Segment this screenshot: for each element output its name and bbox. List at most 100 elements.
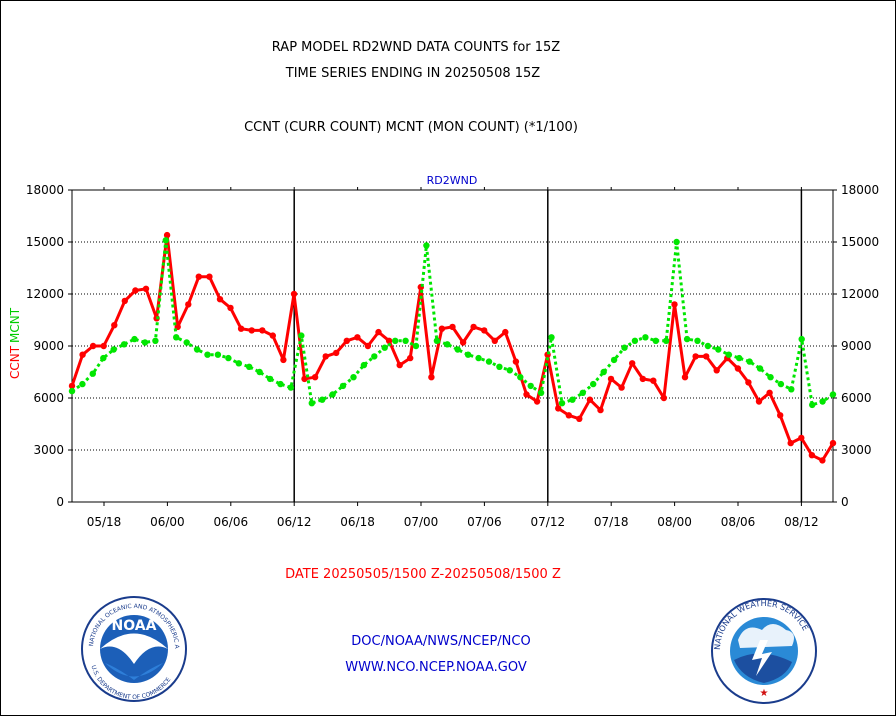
data-point-ccnt [660,394,668,402]
data-point-ccnt [745,379,752,386]
data-point-ccnt [364,342,372,350]
data-point-ccnt [681,374,689,381]
data-point-ccnt [766,389,773,396]
data-point-ccnt [354,334,361,341]
data-point-ccnt [703,353,710,360]
data-point-mcnt [423,242,430,249]
data-point-ccnt [290,290,298,298]
y-tick-label-right: 6000 [841,391,872,405]
chart-description: CCNT (CURR COUNT) MCNT (MON COUNT) (*1/1… [244,120,578,135]
data-point-ccnt [650,377,657,384]
data-point-ccnt [132,287,139,294]
data-point-mcnt [631,337,639,344]
data-point-ccnt [216,296,224,303]
y-tick-label-right: 15000 [841,235,879,249]
data-point-ccnt [311,374,319,381]
data-point-ccnt [533,398,541,405]
data-point-mcnt [360,361,368,369]
data-point-mcnt [256,368,263,376]
data-point-ccnt [163,231,171,239]
data-point-mcnt [152,337,159,344]
data-point-mcnt [402,337,409,344]
data-point-mcnt [339,382,347,390]
data-point-ccnt [301,375,308,383]
data-point-mcnt [433,337,441,344]
data-point-mcnt [537,389,545,396]
data-point-ccnt [227,304,234,312]
y-tick-label-left: 0 [56,495,64,509]
y-axis-right: 0 3000 6000 9000 12000 15000 18000 [833,183,879,509]
y-tick-label-right: 9000 [841,339,872,353]
data-point-mcnt [569,396,576,403]
data-point-mcnt [829,391,837,398]
data-point-ccnt [375,328,382,336]
data-point-ccnt [322,353,329,360]
x-tick-label: 08/12 [784,515,819,529]
nws-star-icon: ★ [760,688,769,699]
data-point-ccnt [829,439,837,447]
data-point-ccnt [586,396,594,403]
data-point-mcnt [809,401,816,409]
data-point-mcnt [683,335,691,343]
data-point-mcnt [100,354,107,362]
data-point-mcnt [173,334,180,341]
chart-title: RAP MODEL RD2WND DATA COUNTS for 15Z [272,40,561,55]
x-tick-label: 06/12 [277,515,312,529]
data-point-ccnt [121,297,128,305]
data-point-mcnt [319,396,326,403]
data-point-mcnt [350,374,357,381]
y-tick-label-left: 15000 [26,235,64,249]
y-tick-label-left: 12000 [26,287,64,301]
x-tick-label: 07/18 [594,515,629,529]
data-point-ccnt [79,351,86,358]
data-point-mcnt [527,382,534,390]
gridlines [72,241,833,451]
y-tick-label-right: 12000 [841,287,879,301]
data-point-ccnt [597,406,604,414]
data-point-mcnt [246,363,253,370]
data-point-mcnt [162,237,169,244]
data-point-ccnt [407,354,414,362]
ylabel-mcnt: MCNT [8,307,22,343]
data-point-mcnt [214,351,222,358]
y-axis-left: 0 3000 6000 9000 12000 15000 18000 [26,183,72,509]
data-point-ccnt [671,301,678,308]
data-point-mcnt [736,354,743,362]
data-point-ccnt [607,375,615,383]
data-point-mcnt [79,380,86,388]
data-point-mcnt [798,335,805,343]
data-point-ccnt [512,358,520,365]
data-point-mcnt [464,351,472,358]
x-tick-label: 08/06 [721,515,756,529]
data-point-mcnt [381,344,388,351]
data-point-ccnt [185,301,192,308]
x-tick-label: 06/18 [340,515,375,529]
data-point-ccnt [787,439,794,447]
data-point-mcnt [704,342,712,350]
data-point-mcnt [89,370,97,377]
data-point-mcnt [412,342,420,350]
data-point-ccnt [555,405,562,412]
data-point-mcnt [777,380,785,388]
data-point-ccnt [269,332,276,339]
data-point-ccnt [333,349,340,357]
data-point-ccnt [438,325,446,332]
data-point-mcnt [235,360,242,367]
data-point-mcnt [475,354,482,362]
data-point-ccnt [248,327,255,334]
data-point-mcnt [767,374,774,381]
data-point-mcnt [392,337,399,344]
data-point-mcnt [485,358,493,365]
data-point-ccnt [808,452,816,459]
data-point-mcnt [715,346,722,353]
data-point-ccnt [195,273,202,280]
data-point-ccnt [639,375,646,383]
data-point-mcnt [517,374,524,381]
data-point-mcnt [131,335,138,343]
nws-logo: NATIONAL WEATHER SERVICE ★ [711,598,817,704]
ylabel-ccnt: CCNT [8,345,22,379]
y-tick-label-left: 18000 [26,183,64,197]
data-point-ccnt [428,374,435,381]
data-point-mcnt [496,363,503,370]
